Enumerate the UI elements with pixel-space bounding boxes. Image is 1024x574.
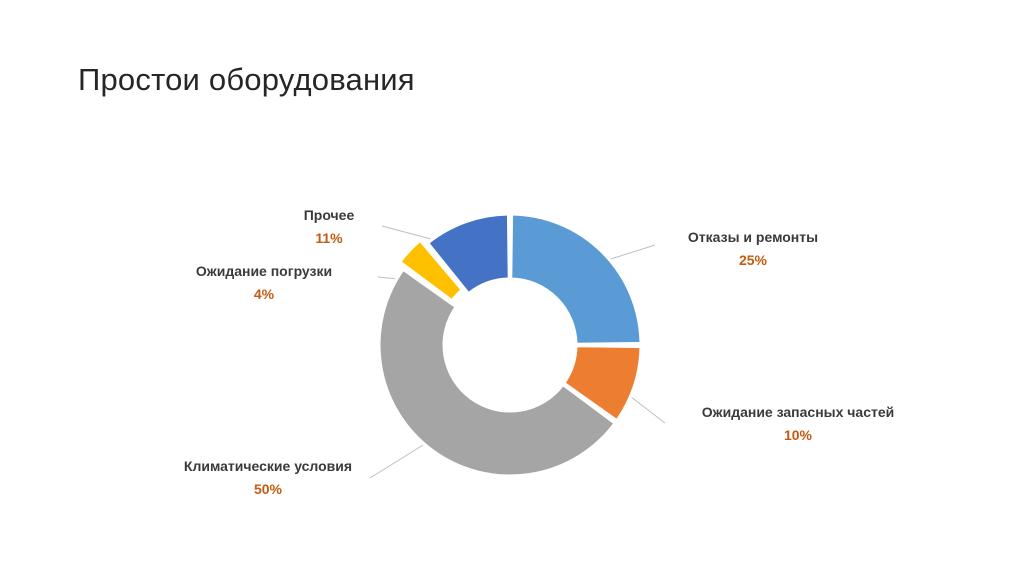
slice-label-2: Ожидание запасных частей xyxy=(702,404,894,420)
slice-3 xyxy=(377,267,618,478)
slide-title: Простои оборудования xyxy=(78,62,415,97)
slice-value-5: 11% xyxy=(315,230,343,246)
slice-value-3: 50% xyxy=(254,481,283,497)
data-labels: Отказы и ремонты 25% Ожидание запасных час… xyxy=(184,207,894,497)
slice-5 xyxy=(425,212,511,296)
slice-label-5: Прочее xyxy=(304,207,355,223)
slice-2 xyxy=(561,344,643,423)
chart-slices xyxy=(377,212,643,478)
slice-label-1: Отказы и ремонты xyxy=(688,229,818,245)
slice-1 xyxy=(509,212,643,346)
slice-4 xyxy=(397,238,465,303)
slice-label-4: Ожидание погрузки xyxy=(196,263,332,279)
slice-value-2: 10% xyxy=(784,427,813,443)
slice-value-4: 4% xyxy=(254,286,275,302)
slice-value-1: 25% xyxy=(739,252,768,268)
slice-label-3: Климатические условия xyxy=(184,458,352,474)
